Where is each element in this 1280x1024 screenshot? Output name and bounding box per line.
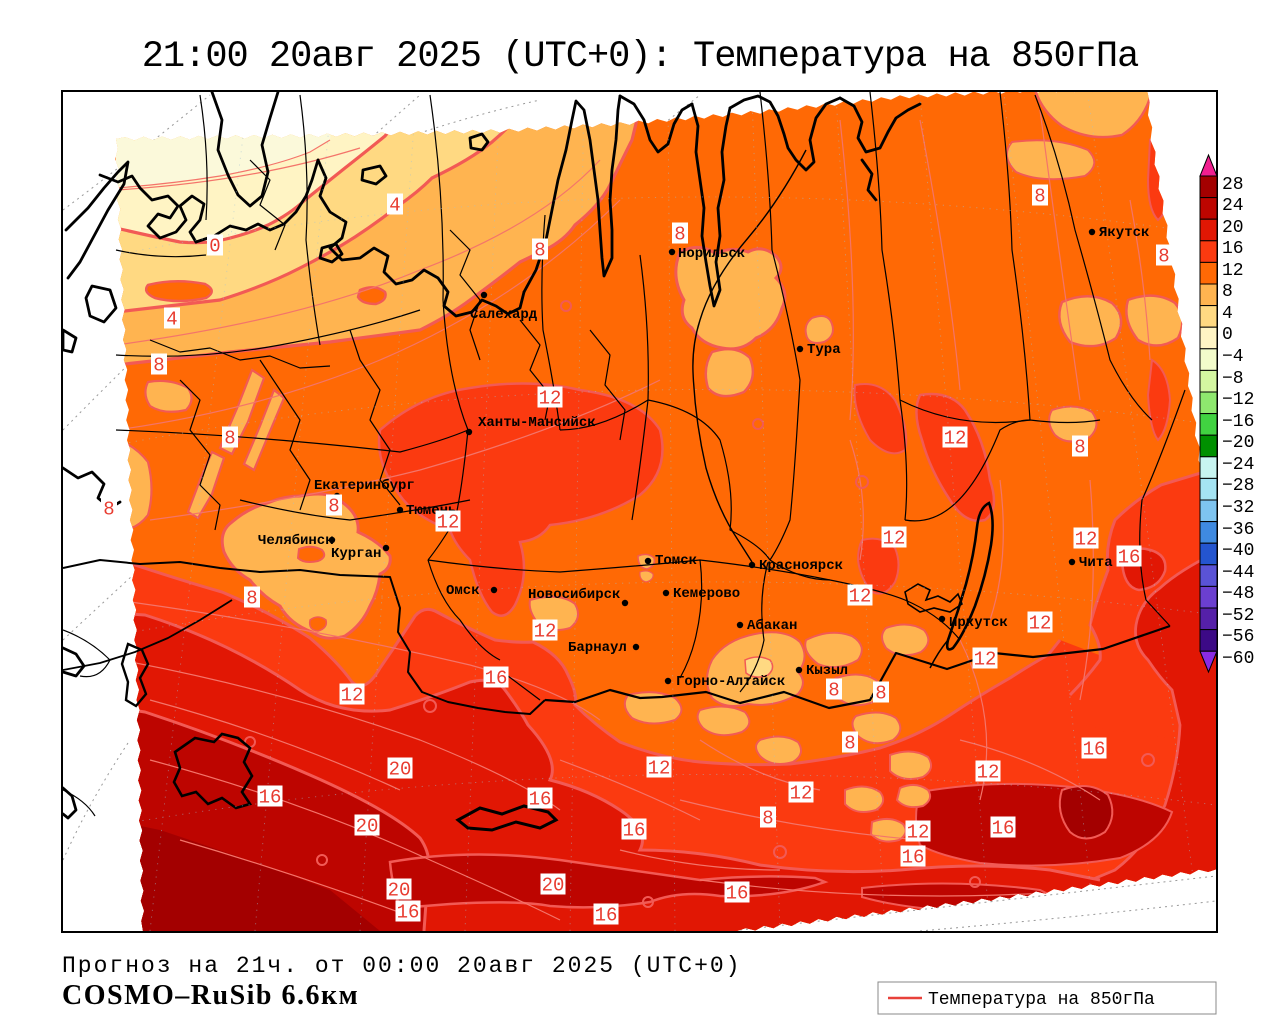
svg-text:Прогноз на 21ч. от 00:00 20авг: Прогноз на 21ч. от 00:00 20авг 2025 (UTC… <box>62 953 742 979</box>
svg-text:8: 8 <box>1222 282 1233 302</box>
svg-text:12: 12 <box>790 783 813 805</box>
svg-text:12: 12 <box>977 762 1000 784</box>
svg-text:Горно-Алтайск: Горно-Алтайск <box>676 674 785 690</box>
svg-text:8: 8 <box>1034 186 1045 208</box>
svg-text:16: 16 <box>726 883 749 905</box>
svg-text:Иркутск: Иркутск <box>949 615 1008 631</box>
svg-text:Ханты-Мансийск: Ханты-Мансийск <box>478 415 596 431</box>
svg-text:Челябинск: Челябинск <box>258 533 334 549</box>
svg-text:Якутск: Якутск <box>1099 225 1149 241</box>
svg-text:Красноярск: Красноярск <box>759 558 843 574</box>
svg-text:8: 8 <box>844 733 855 755</box>
svg-text:16: 16 <box>259 787 282 809</box>
svg-text:4: 4 <box>389 195 400 217</box>
svg-text:12: 12 <box>974 649 997 671</box>
svg-text:Абакан: Абакан <box>747 618 797 634</box>
svg-text:8: 8 <box>153 355 164 377</box>
svg-text:20: 20 <box>356 816 379 838</box>
svg-text:−56: −56 <box>1222 627 1254 647</box>
svg-text:8: 8 <box>224 428 235 450</box>
svg-text:−8: −8 <box>1222 369 1244 389</box>
svg-text:12: 12 <box>849 586 872 608</box>
svg-text:16: 16 <box>623 820 646 842</box>
svg-text:16: 16 <box>1222 239 1244 259</box>
svg-text:Новосибирск: Новосибирск <box>528 587 620 603</box>
svg-text:0: 0 <box>209 236 220 258</box>
svg-text:16: 16 <box>485 668 508 690</box>
svg-text:12: 12 <box>944 428 967 450</box>
svg-text:20: 20 <box>1222 218 1244 238</box>
svg-text:8: 8 <box>875 683 886 705</box>
svg-text:0: 0 <box>1222 325 1233 345</box>
svg-text:20: 20 <box>542 875 565 897</box>
svg-text:8: 8 <box>103 499 114 521</box>
svg-text:16: 16 <box>397 902 420 924</box>
svg-text:20: 20 <box>389 759 412 781</box>
svg-text:12: 12 <box>341 685 364 707</box>
svg-text:−12: −12 <box>1222 390 1254 410</box>
svg-text:Омск: Омск <box>446 583 480 599</box>
svg-text:−32: −32 <box>1222 498 1254 518</box>
svg-text:21:00 20авг 2025 (UTC+0): Темп: 21:00 20авг 2025 (UTC+0): Температура на… <box>142 36 1139 78</box>
svg-text:Салехард: Салехард <box>470 307 538 323</box>
svg-text:12: 12 <box>1029 613 1052 635</box>
svg-text:8: 8 <box>828 680 839 702</box>
svg-text:16: 16 <box>1083 739 1106 761</box>
svg-text:12: 12 <box>648 758 671 780</box>
svg-text:Температура на 850гПа: Температура на 850гПа <box>928 990 1155 1010</box>
svg-text:8: 8 <box>1074 437 1085 459</box>
svg-text:8: 8 <box>762 808 773 830</box>
svg-text:COSMO–RuSib 6.6км: COSMO–RuSib 6.6км <box>62 980 359 1011</box>
svg-text:Томск: Томск <box>655 553 697 569</box>
svg-text:−60: −60 <box>1222 649 1254 669</box>
svg-text:8: 8 <box>534 240 545 262</box>
svg-text:8: 8 <box>674 224 685 246</box>
svg-text:16: 16 <box>529 789 552 811</box>
svg-text:−44: −44 <box>1222 563 1254 583</box>
svg-text:16: 16 <box>595 905 618 927</box>
svg-text:−36: −36 <box>1222 520 1254 540</box>
svg-text:−28: −28 <box>1222 476 1254 496</box>
svg-text:12: 12 <box>907 822 930 844</box>
svg-text:Кызыл: Кызыл <box>806 663 848 679</box>
svg-text:Чита: Чита <box>1079 555 1113 571</box>
svg-text:−40: −40 <box>1222 541 1254 561</box>
svg-text:8: 8 <box>328 496 339 518</box>
svg-text:12: 12 <box>534 621 557 643</box>
svg-text:Екатеринбург: Екатеринбург <box>314 478 415 494</box>
svg-text:4: 4 <box>166 309 177 331</box>
svg-text:−4: −4 <box>1222 347 1244 367</box>
svg-text:4: 4 <box>1222 304 1233 324</box>
svg-text:8: 8 <box>1158 246 1169 268</box>
svg-text:24: 24 <box>1222 196 1244 216</box>
svg-text:28: 28 <box>1222 175 1244 195</box>
svg-text:−52: −52 <box>1222 606 1254 626</box>
svg-text:8: 8 <box>246 588 257 610</box>
svg-text:12: 12 <box>1075 529 1098 551</box>
svg-text:12: 12 <box>883 528 906 550</box>
svg-text:−16: −16 <box>1222 412 1254 432</box>
svg-text:16: 16 <box>1118 547 1141 569</box>
svg-text:20: 20 <box>388 880 411 902</box>
svg-text:Курган: Курган <box>331 546 381 562</box>
svg-text:16: 16 <box>902 847 925 869</box>
svg-text:12: 12 <box>437 512 460 534</box>
svg-text:−20: −20 <box>1222 433 1254 453</box>
svg-text:−48: −48 <box>1222 584 1254 604</box>
svg-text:12: 12 <box>1222 261 1244 281</box>
svg-text:16: 16 <box>992 818 1015 840</box>
svg-text:12: 12 <box>539 388 562 410</box>
svg-text:Кемерово: Кемерово <box>673 586 740 602</box>
svg-text:Тура: Тура <box>807 342 841 358</box>
svg-text:Норильск: Норильск <box>678 246 745 262</box>
svg-text:Барнаул: Барнаул <box>568 640 627 656</box>
svg-text:−24: −24 <box>1222 455 1254 475</box>
